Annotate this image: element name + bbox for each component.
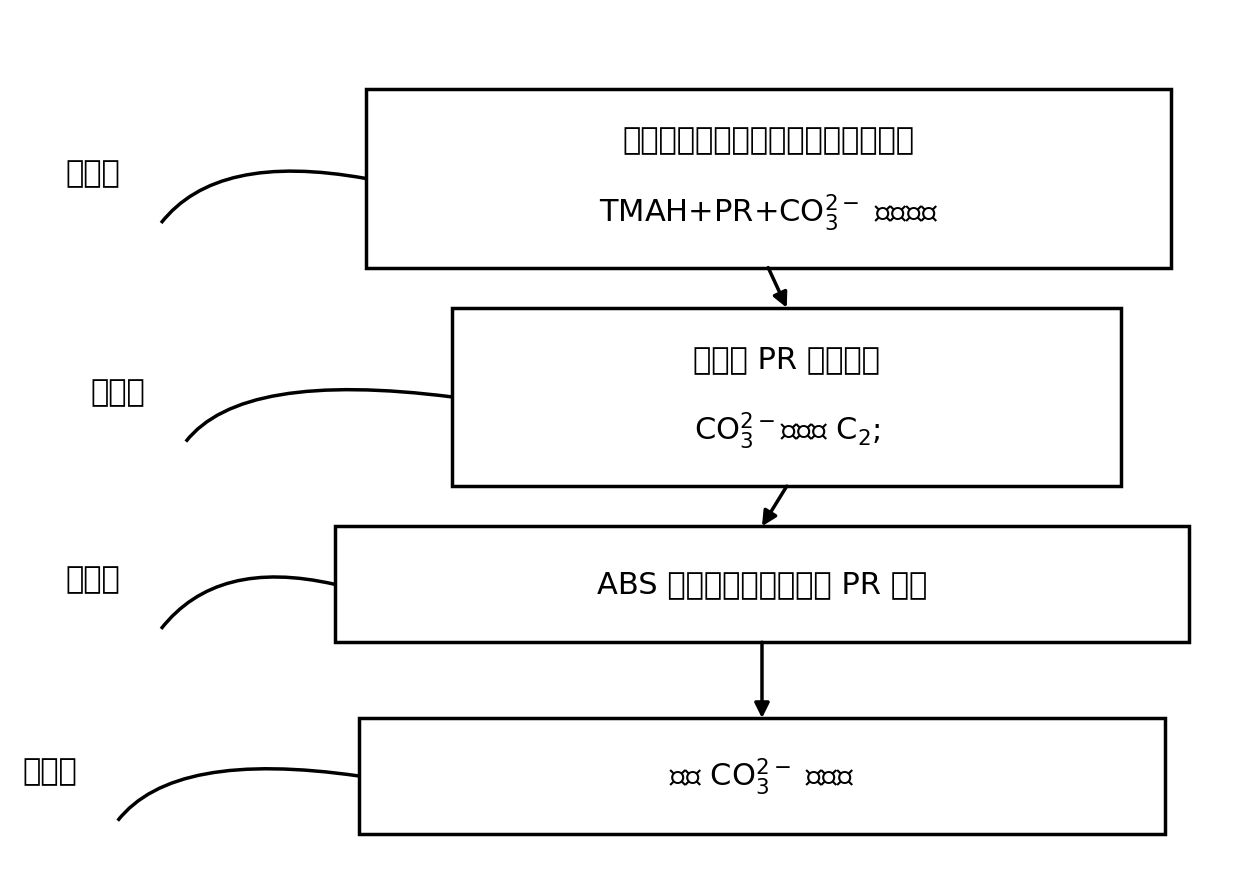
Bar (452, 308, 1121, 486)
Text: 计算 CO$_3^{2-}$ 的浓度: 计算 CO$_3^{2-}$ 的浓度 (669, 756, 855, 797)
Bar (335, 526, 1189, 642)
Bar (366, 89, 1171, 268)
Text: 步骤一: 步骤一 (66, 160, 120, 188)
Bar (359, 718, 1165, 834)
Text: 导电率计和超声波浓度计均能测量出: 导电率计和超声波浓度计均能测量出 (622, 127, 914, 155)
Text: ABS 测量计能够测出光阵 PR 浓度: ABS 测量计能够测出光阵 PR 浓度 (597, 570, 927, 599)
Text: 步骤四: 步骤四 (22, 757, 77, 786)
Text: 计算出 PR 的浓度和: 计算出 PR 的浓度和 (694, 345, 880, 374)
Text: TMAH+PR+CO$_3^{2-}$ 整体浓度: TMAH+PR+CO$_3^{2-}$ 整体浓度 (598, 192, 938, 233)
Text: 步骤三: 步骤三 (66, 566, 120, 594)
Text: CO$_3^{2-}$的浓度 C$_2$;: CO$_3^{2-}$的浓度 C$_2$; (694, 410, 880, 451)
Text: 步骤二: 步骤二 (90, 378, 145, 407)
